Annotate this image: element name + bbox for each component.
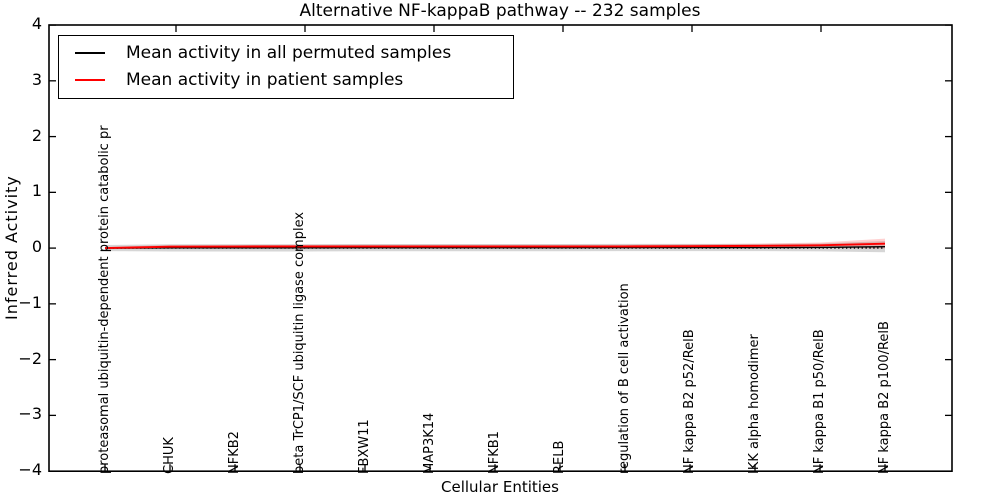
legend-label-patient: Mean activity in patient samples	[126, 69, 404, 90]
y-tick-label: 1	[31, 181, 42, 201]
patient-mean-line	[104, 242, 886, 250]
y-tick-label: −3	[18, 404, 42, 424]
legend-label-permuted: Mean activity in all permuted samples	[126, 42, 452, 63]
legend-item-permuted: Mean activity in all permuted samples	[59, 39, 497, 66]
permuted-mean-line	[104, 246, 886, 249]
y-tick-label: 3	[31, 69, 42, 89]
x-tick-label: FBXW11	[357, 419, 372, 474]
x-tick-label: CHUK	[162, 437, 177, 474]
y-tick-label: −1	[18, 292, 42, 312]
y-tick-label: 4	[31, 14, 42, 34]
x-tick-label: MAP3K14	[422, 412, 437, 474]
x-tick-label: regulation of B cell activation	[617, 283, 632, 474]
y-tick-label: −2	[18, 348, 42, 368]
legend-line-black-icon	[75, 51, 105, 54]
x-tick-label: RELB	[552, 440, 567, 474]
x-tick-label: NF kappa B2 p52/RelB	[682, 329, 697, 474]
x-tick-label: NF kappa B2 p100/RelB	[877, 321, 892, 474]
x-tick-label: NFKB2	[227, 431, 242, 474]
x-tick-label: proteasomal ubiquitin-dependent protein …	[97, 125, 112, 474]
chart-title: Alternative NF-kappaB pathway -- 232 sam…	[299, 1, 701, 21]
x-axis-label: Cellular Entities	[441, 478, 559, 496]
x-tick-label: beta TrCP1/SCF ubiquitin ligase complex	[292, 211, 307, 474]
x-tick-label: NFKB1	[487, 431, 502, 474]
legend-item-patient: Mean activity in patient samples	[59, 66, 497, 93]
legend: Mean activity in all permuted samples Me…	[58, 35, 514, 99]
y-tick-label: 2	[31, 125, 42, 145]
x-tick-label: NF kappa B1 p50/RelB	[812, 329, 827, 474]
x-tick-label: IKK alpha homodimer	[747, 334, 762, 474]
y-tick-label: 0	[31, 237, 42, 257]
legend-line-red-icon	[75, 78, 105, 81]
y-tick-label: −4	[18, 460, 42, 480]
